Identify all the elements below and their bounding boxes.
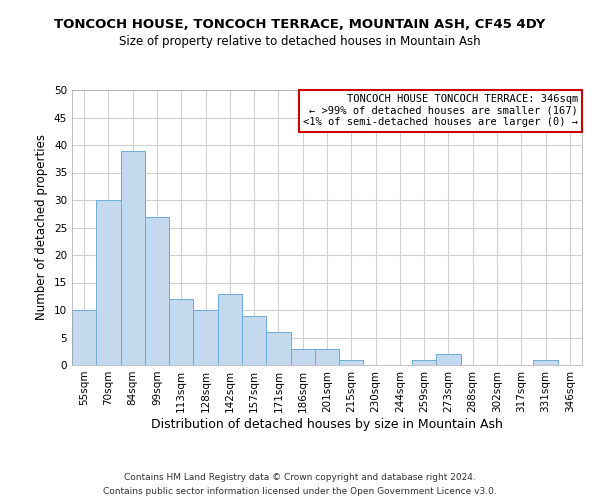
Text: Contains public sector information licensed under the Open Government Licence v3: Contains public sector information licen…	[103, 488, 497, 496]
Bar	[339, 360, 364, 365]
Bar	[169, 299, 193, 365]
Bar	[96, 200, 121, 365]
Y-axis label: Number of detached properties: Number of detached properties	[35, 134, 49, 320]
Text: TONCOCH HOUSE TONCOCH TERRACE: 346sqm
← >99% of detached houses are smaller (167: TONCOCH HOUSE TONCOCH TERRACE: 346sqm ← …	[303, 94, 578, 128]
Bar	[290, 348, 315, 365]
Bar	[412, 360, 436, 365]
Text: Contains HM Land Registry data © Crown copyright and database right 2024.: Contains HM Land Registry data © Crown c…	[124, 472, 476, 482]
Bar	[533, 360, 558, 365]
Bar	[266, 332, 290, 365]
Text: Size of property relative to detached houses in Mountain Ash: Size of property relative to detached ho…	[119, 35, 481, 48]
Bar	[242, 316, 266, 365]
Bar	[315, 348, 339, 365]
Bar	[436, 354, 461, 365]
Bar	[218, 294, 242, 365]
Text: TONCOCH HOUSE, TONCOCH TERRACE, MOUNTAIN ASH, CF45 4DY: TONCOCH HOUSE, TONCOCH TERRACE, MOUNTAIN…	[55, 18, 545, 30]
X-axis label: Distribution of detached houses by size in Mountain Ash: Distribution of detached houses by size …	[151, 418, 503, 430]
Bar	[121, 150, 145, 365]
Bar	[193, 310, 218, 365]
Bar	[72, 310, 96, 365]
Bar	[145, 216, 169, 365]
